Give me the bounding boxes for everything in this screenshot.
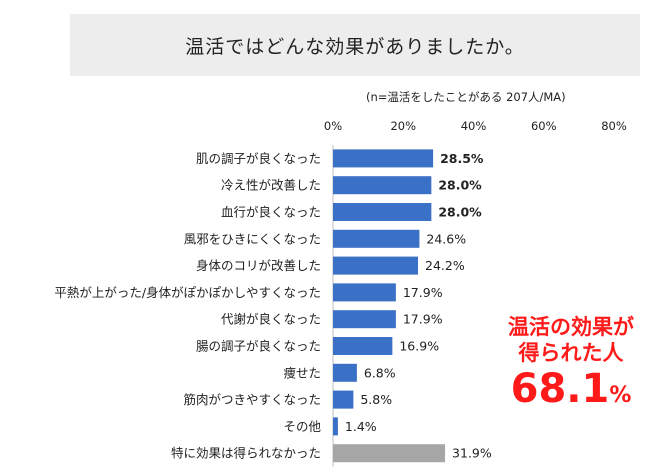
value-label: 17.9% <box>403 285 443 300</box>
value-label: 16.9% <box>399 339 439 354</box>
bar <box>333 256 419 275</box>
bar <box>333 229 420 248</box>
bar <box>333 149 434 168</box>
bar <box>333 337 393 355</box>
category-label: 筋肉がつきやすくなった <box>183 392 321 407</box>
value-label: 28.0% <box>438 178 482 193</box>
bar <box>333 390 354 409</box>
bar <box>333 310 396 329</box>
category-label: 肌の調子が良くなった <box>196 151 321 166</box>
x-tick-label: 0% <box>324 119 342 133</box>
sample-note: (n=温活をしたことがある 207人/MA) <box>366 90 566 104</box>
value-label: 17.9% <box>403 312 443 327</box>
bar <box>333 444 446 463</box>
category-label: 特に効果は得られなかった <box>171 446 321 461</box>
category-label: 平熱が上がった/身体がぽかぽかしやすくなった <box>54 285 321 300</box>
value-label: 28.0% <box>438 205 482 220</box>
category-label: 代謝が良くなった <box>221 312 321 327</box>
bar <box>333 363 357 382</box>
callout-unit: % <box>609 383 632 408</box>
bar <box>333 176 432 195</box>
effect-callout: 温活の効果が 得られた人 68.1% <box>496 314 646 412</box>
value-label: 24.2% <box>425 258 465 273</box>
callout-value: 68.1 <box>510 366 610 412</box>
callout-line-2: 得られた人 <box>518 341 624 365</box>
x-tick-label: 20% <box>390 119 416 133</box>
x-tick-label: 80% <box>601 119 627 133</box>
category-label: 痩せた <box>283 365 321 380</box>
category-label: 冷え性が改善した <box>221 178 321 193</box>
value-label: 24.6% <box>426 231 466 246</box>
value-label: 6.8% <box>364 365 396 380</box>
x-tick-label: 40% <box>461 119 487 133</box>
category-label: その他 <box>283 419 321 434</box>
category-label: 血行が良くなった <box>221 205 321 220</box>
bar <box>333 283 396 302</box>
bar <box>333 417 338 436</box>
category-label: 腸の調子が良くなった <box>196 339 321 354</box>
value-label: 1.4% <box>345 419 377 434</box>
category-label: 風邪をひきにくくなった <box>184 231 321 246</box>
question-title-box: 温活ではどんな効果がありましたか。 <box>70 14 640 76</box>
category-label: 身体のコリが改善した <box>196 258 321 273</box>
callout-line-1: 温活の効果が <box>508 315 634 339</box>
question-title: 温活ではどんな効果がありましたか。 <box>185 35 525 58</box>
value-label: 31.9% <box>452 446 492 461</box>
value-label: 5.8% <box>360 392 392 407</box>
x-tick-label: 60% <box>531 119 557 133</box>
bar <box>333 203 432 221</box>
value-label: 28.5% <box>440 151 484 166</box>
